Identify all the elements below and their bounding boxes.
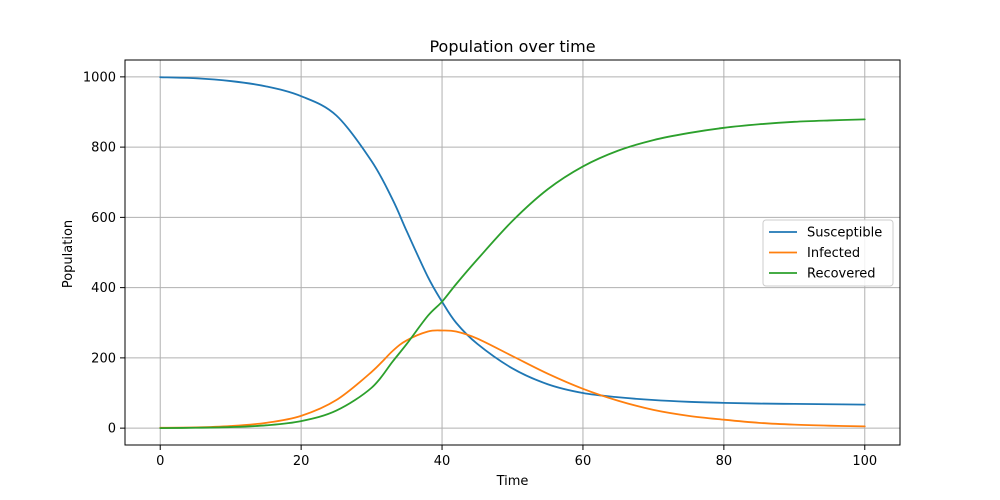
series-line-recovered — [159, 118, 866, 430]
x-tick-label: 100 — [852, 454, 877, 469]
x-tick-label: 20 — [293, 454, 310, 469]
y-tick-label: 400 — [91, 281, 116, 296]
series-line-susceptible — [159, 76, 866, 406]
legend-label-recovered: Recovered — [807, 267, 876, 282]
y-tick-label: 800 — [91, 141, 116, 156]
x-axis-label: Time — [496, 474, 529, 489]
y-tick-label: 600 — [91, 211, 116, 226]
x-tick-label: 0 — [156, 454, 164, 469]
x-tick-label: 80 — [716, 454, 733, 469]
legend-label-infected: Infected — [807, 246, 860, 261]
y-axis-label: Population — [61, 220, 76, 288]
plot-frame — [124, 59, 901, 446]
series-layer — [159, 76, 866, 430]
legend-label-susceptible: Susceptible — [807, 226, 882, 241]
x-tick-label: 60 — [575, 454, 592, 469]
legend-frame — [762, 219, 894, 287]
x-tick-label: 40 — [434, 454, 451, 469]
legend: Susceptible Infected Recovered — [762, 219, 894, 287]
y-tick-label: 0 — [108, 422, 116, 437]
y-tick-label: 1000 — [83, 70, 116, 85]
chart-title: Population over time — [429, 37, 595, 56]
series-line-infected — [159, 329, 866, 429]
y-tick-label: 200 — [91, 351, 116, 366]
